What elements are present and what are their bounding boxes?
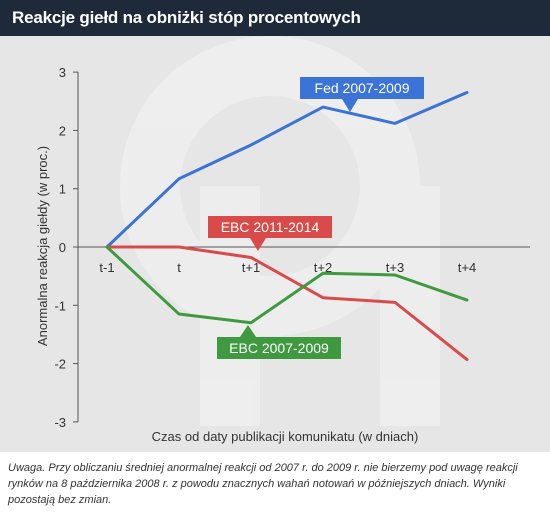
series-label-text: EBC 2011-2014 — [221, 219, 320, 235]
series-label-text: EBC 2007-2009 — [229, 340, 329, 356]
y-axis-title: Anormalna reakcja giełdy (w proc.) — [35, 146, 50, 346]
x-tick-label: t — [177, 260, 181, 275]
series-line — [105, 245, 469, 362]
y-tick-label: 2 — [59, 123, 66, 138]
series-label: EBC 2007-2009 — [217, 325, 341, 359]
series-line — [105, 91, 469, 249]
x-tick-label: t+4 — [458, 260, 476, 275]
y-tick-label: 1 — [59, 182, 66, 197]
chart-title: Reakcje giełd na obniżki stóp procentowy… — [0, 0, 550, 36]
y-tick-label: -1 — [54, 298, 66, 313]
y-tick-label: 3 — [59, 65, 66, 80]
line-chart: 3 2 1 0 -1 -2 -3 t-1 t t+1 t+2 t+3 t+4 Fed 2007-2009… — [35, 36, 530, 444]
series-label: Fed 2007-2009 — [300, 77, 424, 112]
series-line — [105, 245, 469, 325]
x-axis-title: Czas od daty publikacji komunikatu (w dn… — [152, 429, 419, 444]
chart-background — [0, 36, 550, 452]
y-tick-label: 0 — [59, 240, 66, 255]
x-tick-label: t+1 — [242, 260, 260, 275]
footnote: Uwaga. Przy obliczaniu średniej anormaln… — [8, 462, 518, 506]
x-tick-label: t+3 — [386, 260, 404, 275]
x-tick-label: t-1 — [99, 260, 114, 275]
watermark — [120, 36, 440, 426]
x-tick-label: t+2 — [314, 260, 332, 275]
series-label: EBC 2011-2014 — [208, 216, 332, 251]
series-label-text: Fed 2007-2009 — [315, 80, 410, 96]
y-tick-label: -3 — [54, 415, 66, 430]
y-tick-label: -2 — [54, 357, 66, 372]
